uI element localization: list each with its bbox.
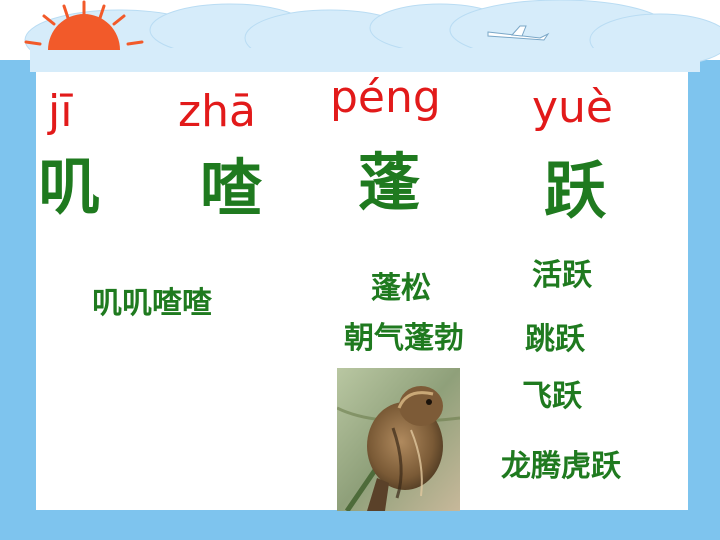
word-long-teng-hu-yue: 龙腾虎跃	[501, 449, 621, 484]
word-ji-ji-zha-zha: 叽叽喳喳	[92, 286, 212, 321]
word-huo-yue: 活跃	[532, 258, 592, 293]
airplane-icon	[487, 25, 550, 41]
bird-photo	[337, 368, 460, 511]
word-peng-song: 蓬松	[371, 271, 431, 306]
word-fei-yue: 飞跃	[522, 379, 582, 414]
word-tiao-yue: 跳跃	[525, 322, 585, 357]
character-ji: 叽	[38, 150, 101, 223]
pinyin-zha: zhā	[178, 86, 256, 137]
character-peng: 蓬	[358, 146, 421, 219]
pinyin-yue: yuè	[532, 82, 613, 133]
idiom-box: 龙腾虎跃	[497, 442, 662, 492]
pinyin-ji: jī	[48, 86, 73, 137]
character-zha: 喳	[200, 152, 263, 225]
word-zhao-qi-peng-bo: 朝气蓬勃	[344, 321, 464, 356]
pinyin-peng: péng	[330, 72, 441, 123]
sun-icon	[24, 0, 144, 51]
character-yue: 跃	[544, 154, 607, 227]
